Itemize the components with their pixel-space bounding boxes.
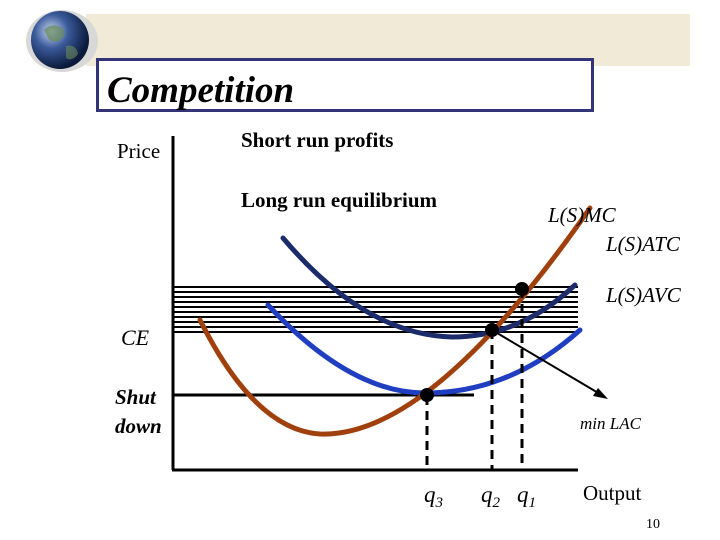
globe-icon xyxy=(26,10,98,72)
point-q2 xyxy=(485,323,499,337)
point-q3 xyxy=(420,388,434,402)
y-axis-label: Price xyxy=(117,139,160,163)
atc-curve xyxy=(280,235,578,340)
q3-label: q3 xyxy=(424,482,443,511)
page-number: 10 xyxy=(646,517,660,532)
title-frame: Competition xyxy=(96,58,594,112)
min-lac-arrowhead xyxy=(593,388,608,399)
shutdown-label-line2: down xyxy=(115,414,162,438)
mc-curve xyxy=(197,205,593,437)
atc-label: L(S)ATC xyxy=(605,232,681,256)
x-axis-label: Output xyxy=(583,481,642,505)
ce-label: CE xyxy=(121,325,150,350)
map-banner xyxy=(86,14,690,66)
heading-short-run: Short run profits xyxy=(241,128,393,152)
point-q1 xyxy=(515,282,529,296)
min-lac-label: min LAC xyxy=(580,414,642,433)
q2-label: q2 xyxy=(481,482,501,511)
q1-label: q1 xyxy=(517,482,536,511)
min-lac-arrow xyxy=(491,329,601,395)
slide-title: Competition xyxy=(107,70,295,111)
mc-label: L(S)MC xyxy=(547,203,617,227)
avc-label: L(S)AVC xyxy=(605,283,682,307)
shutdown-label-line1: Shut xyxy=(115,385,157,409)
heading-long-run: Long run equilibrium xyxy=(241,188,438,212)
